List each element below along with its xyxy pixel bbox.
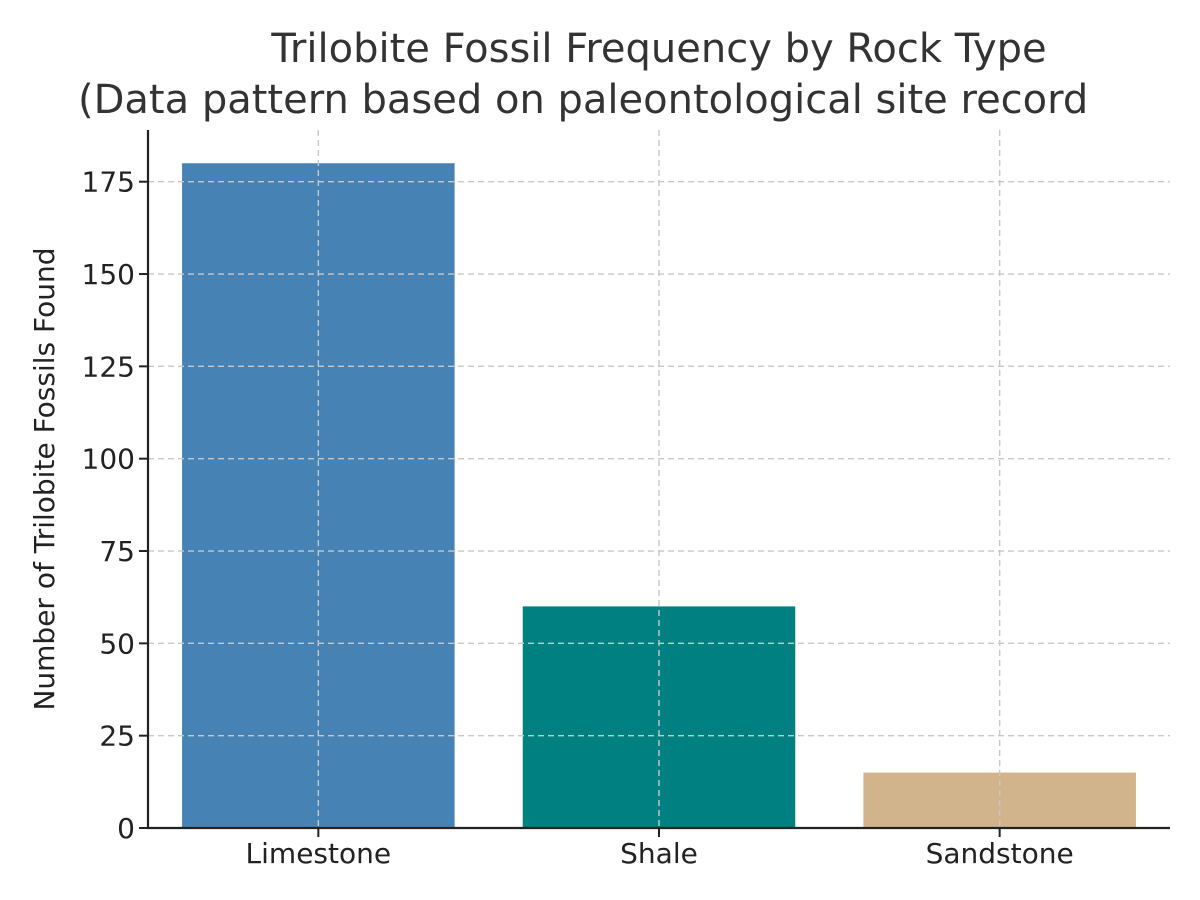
x-gridlines (317, 130, 1001, 828)
y-tick-label: 175 (82, 166, 135, 199)
y-tick-label: 0 (117, 812, 135, 845)
y-ticks: 0 25 50 75 100 125 150 175 (82, 166, 148, 845)
x-tick-label-sandstone: Sandstone (926, 837, 1074, 870)
y-tick-label: 100 (82, 443, 135, 476)
chart-title-line-1: Trilobite Fossil Frequency by Rock Type (270, 26, 1046, 72)
y-axis-label: Number of Trilobite Fossils Found (28, 247, 61, 710)
x-ticks: Limestone Shale Sandstone (246, 828, 1074, 870)
y-tick-label: 50 (99, 627, 135, 660)
y-tick-label: 75 (99, 535, 135, 568)
y-tick-label: 25 (99, 720, 135, 753)
y-tick-label: 150 (82, 258, 135, 291)
x-tick-label-limestone: Limestone (246, 837, 392, 870)
x-tick-label-shale: Shale (620, 837, 698, 870)
chart-title: Trilobite Fossil Frequency by Rock Type … (78, 26, 1088, 123)
chart-title-line-2: (Data pattern based on paleontological s… (78, 77, 1088, 123)
y-tick-label: 125 (82, 350, 135, 383)
